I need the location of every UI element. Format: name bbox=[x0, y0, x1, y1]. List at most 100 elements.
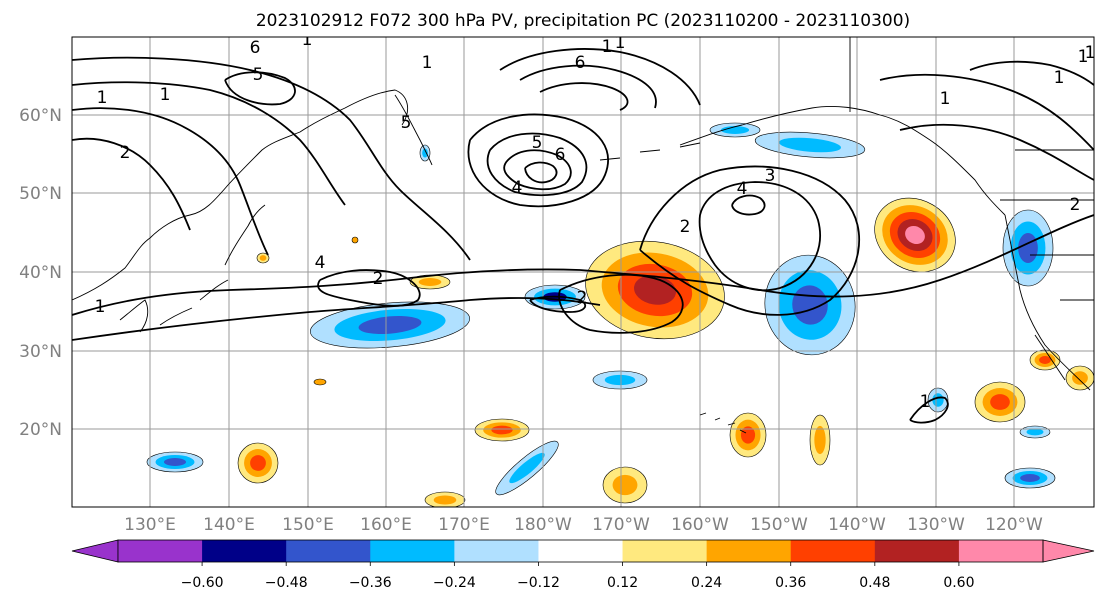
contour-label: 2 bbox=[680, 217, 691, 237]
contour-label: 1 bbox=[1085, 43, 1096, 63]
precip-area bbox=[313, 378, 327, 386]
precip-area bbox=[740, 426, 756, 444]
colorbar-segment bbox=[118, 540, 203, 562]
lon-label: 170°W bbox=[592, 515, 650, 535]
pv-contour bbox=[499, 48, 701, 106]
pv-contour bbox=[72, 297, 601, 341]
precip-area bbox=[905, 225, 925, 245]
pv-contour bbox=[519, 64, 657, 109]
map-title: 2023102912 F072 300 hPa PV, precipitatio… bbox=[256, 11, 910, 31]
pv-contour bbox=[524, 161, 558, 184]
precip-area bbox=[779, 137, 841, 153]
coastline-asia bbox=[72, 89, 409, 301]
contour-label: 6 bbox=[575, 53, 586, 73]
colorbar-segment bbox=[370, 540, 455, 562]
coastline-kamchatka bbox=[394, 94, 433, 166]
map-frame bbox=[71, 36, 1095, 508]
precip-area bbox=[358, 315, 422, 335]
precip-area bbox=[1026, 428, 1044, 436]
lon-label: 160°E bbox=[360, 515, 412, 535]
lon-label: 150°W bbox=[750, 515, 808, 535]
contour-label: 1 bbox=[97, 88, 108, 108]
precip-area bbox=[720, 126, 750, 134]
lat-label: 30°N bbox=[19, 342, 62, 362]
colorbar-frame bbox=[117, 539, 1044, 563]
precip-area bbox=[1020, 474, 1040, 482]
pv-contour bbox=[529, 295, 587, 313]
contour-label: 1 bbox=[422, 53, 433, 73]
coastline-baja bbox=[1034, 334, 1066, 381]
coastline-korea bbox=[119, 299, 149, 333]
coastline-aleutians bbox=[599, 142, 701, 161]
precip-area bbox=[990, 394, 1010, 410]
colorbar-tick-label: 0.48 bbox=[859, 575, 890, 591]
pv-contours bbox=[72, 48, 1094, 424]
colorbar-tick-label: −0.12 bbox=[517, 575, 560, 591]
colorbar-segment bbox=[790, 540, 876, 562]
pv-contour bbox=[72, 81, 346, 206]
pv-contour bbox=[698, 181, 821, 292]
pv-contour bbox=[72, 137, 191, 231]
colorbar-extend-low bbox=[71, 539, 119, 563]
colorbar-tick-label: −0.60 bbox=[181, 575, 224, 591]
precip-area bbox=[1039, 356, 1051, 364]
pv-contour bbox=[731, 194, 766, 216]
colorbar-tick-label: −0.36 bbox=[349, 575, 392, 591]
lon-label: 150°E bbox=[282, 515, 334, 535]
coastline-alaska bbox=[679, 106, 1006, 216]
colorbar-segment bbox=[706, 540, 792, 562]
contour-label: 1 bbox=[160, 85, 171, 105]
borders-north-america bbox=[849, 37, 1094, 301]
lon-label: 130°E bbox=[124, 515, 176, 535]
precip-area bbox=[1072, 371, 1088, 385]
precip-area bbox=[259, 255, 267, 261]
colorbar-segment bbox=[202, 540, 287, 562]
contour-label: 5 bbox=[532, 133, 543, 153]
precip-area bbox=[612, 474, 638, 496]
lon-label: 170°E bbox=[438, 515, 490, 535]
colorbar-segment bbox=[454, 540, 539, 562]
contour-label: 1 bbox=[940, 89, 951, 109]
lon-label: 140°E bbox=[203, 515, 255, 535]
precip-area bbox=[1018, 233, 1038, 263]
lon-label: 130°W bbox=[907, 515, 965, 535]
precip-area bbox=[509, 452, 545, 484]
contour-label: 4 bbox=[512, 178, 523, 198]
colorbar-extend-high bbox=[1042, 539, 1095, 563]
precip-area bbox=[433, 495, 457, 505]
colorbar-tick-label: 0.12 bbox=[607, 575, 638, 591]
pv-contour bbox=[486, 132, 588, 197]
precip-area bbox=[814, 425, 826, 455]
pv-contour bbox=[467, 113, 609, 208]
pv-contour bbox=[558, 273, 684, 334]
pv-contour bbox=[899, 123, 1094, 181]
lon-label: 160°W bbox=[671, 515, 729, 535]
lon-label: 120°W bbox=[985, 515, 1043, 535]
contour-label: 6 bbox=[250, 38, 261, 58]
pv-contour bbox=[503, 149, 572, 191]
precip-area bbox=[418, 278, 442, 286]
lon-label: 180°W bbox=[514, 515, 572, 535]
contour-label: 3 bbox=[765, 166, 776, 186]
precip-area bbox=[604, 374, 636, 386]
precip-area bbox=[491, 425, 513, 435]
contour-label: 4 bbox=[315, 253, 326, 273]
contour-label: 6 bbox=[555, 145, 566, 165]
contour-label: 1 bbox=[302, 30, 313, 50]
colorbar-segment bbox=[538, 540, 624, 562]
colorbar-segment bbox=[958, 540, 1044, 562]
precip-area bbox=[163, 458, 187, 466]
pv-contour bbox=[72, 214, 1094, 316]
colorbar-tick-label: 0.24 bbox=[691, 575, 722, 591]
colorbar-tick-label: 0.60 bbox=[943, 575, 974, 591]
contour-label: 2 bbox=[577, 288, 588, 308]
pv-contour bbox=[539, 82, 629, 111]
pv-contour bbox=[969, 60, 1094, 86]
lat-label: 40°N bbox=[19, 263, 62, 283]
lon-label: 140°W bbox=[828, 515, 886, 535]
contour-label: 5 bbox=[253, 65, 264, 85]
colorbar: −0.60 −0.48 −0.36 −0.24 −0.12 0.12 0.24 0.36 0.4… bbox=[71, 539, 1095, 591]
longitude-labels: 130°E 140°E 150°E 160°E 170°E 180°W 170°W 160°W… bbox=[124, 515, 1043, 535]
colorbar-segment bbox=[286, 540, 371, 562]
